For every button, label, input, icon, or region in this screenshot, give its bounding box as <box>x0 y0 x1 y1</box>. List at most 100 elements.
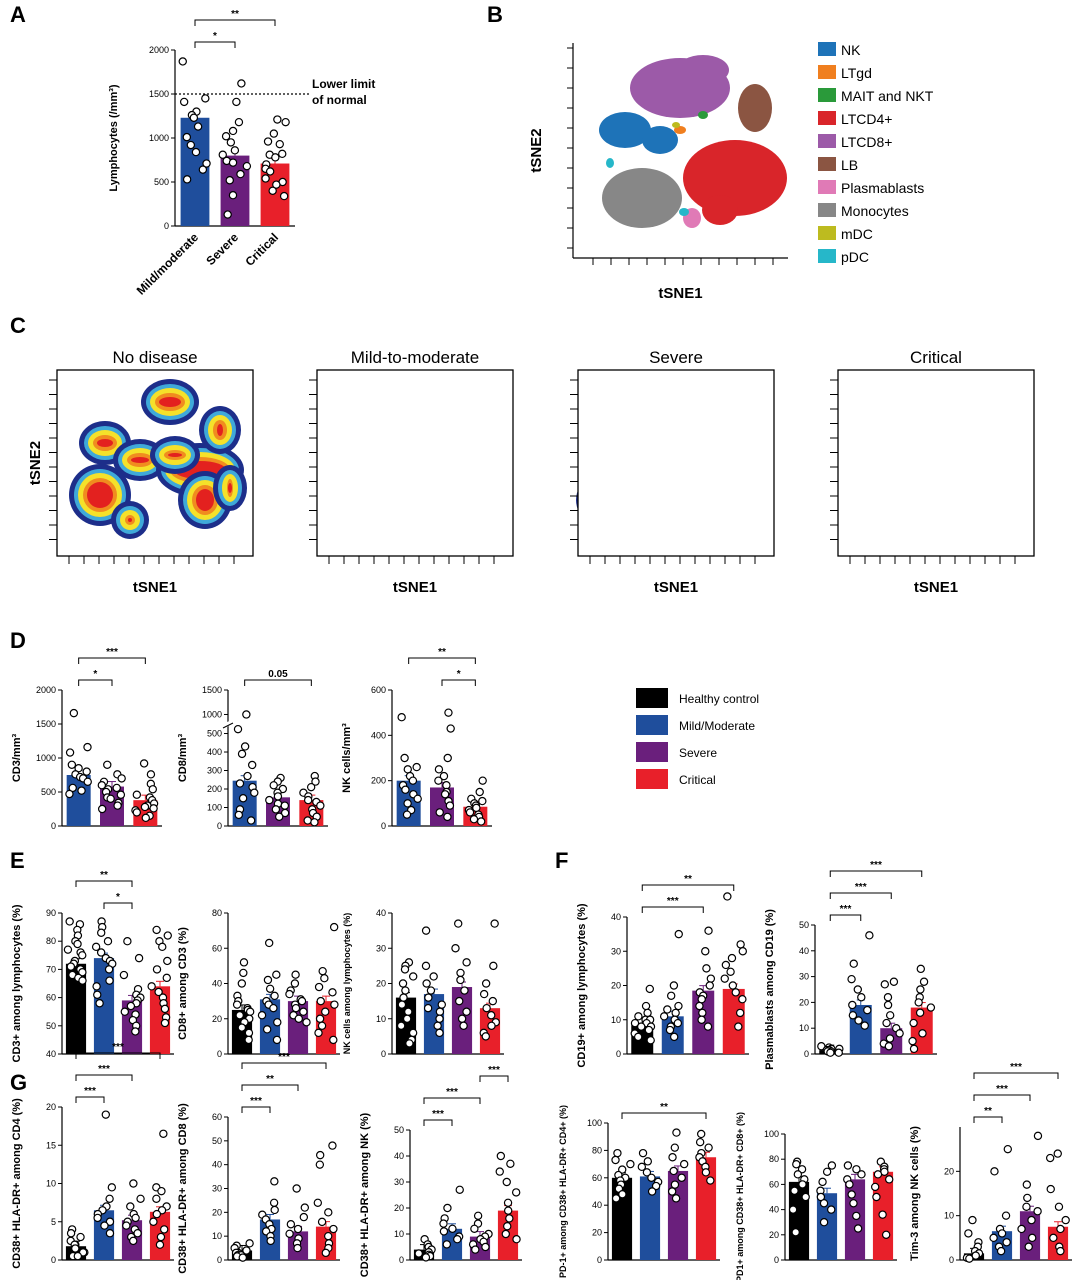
data-point <box>123 937 132 946</box>
data-point <box>909 1044 919 1054</box>
significance-label: *** <box>1010 1062 1022 1073</box>
data-point <box>618 1165 627 1174</box>
data-point <box>915 1008 925 1017</box>
data-point <box>705 981 714 990</box>
data-point <box>329 1035 338 1045</box>
data-point <box>149 804 158 813</box>
data-point <box>262 1025 272 1034</box>
data-point <box>105 1229 115 1238</box>
data-point <box>221 132 231 141</box>
significance-bracket <box>829 892 892 899</box>
data-point <box>329 922 339 932</box>
data-point <box>273 115 282 124</box>
cluster-nk <box>599 112 651 148</box>
data-point <box>845 1180 854 1189</box>
significance-bracket <box>75 1052 161 1059</box>
legend-label: Plasmablasts <box>841 180 924 196</box>
data-point <box>139 759 149 768</box>
data-point <box>65 917 74 926</box>
data-point <box>297 996 307 1006</box>
data-point <box>160 1004 170 1014</box>
data-point <box>706 1176 715 1185</box>
data-point <box>860 1021 869 1030</box>
legend-swatch-critical <box>636 769 668 789</box>
data-point <box>232 1000 242 1009</box>
y-tick-label: 200 <box>207 784 222 794</box>
data-point <box>191 147 201 157</box>
y-axis-title: CD38+ HLA-DR+ among CD8 (%) <box>177 1103 189 1274</box>
data-point <box>916 964 925 974</box>
y-tick-label: 10 <box>212 1231 222 1241</box>
data-point <box>964 1229 973 1238</box>
y-tick-label: 600 <box>371 685 386 695</box>
data-point <box>505 1214 514 1223</box>
data-point <box>234 117 244 127</box>
significance-bracket <box>641 906 704 913</box>
tsne-density-plots: No diseasetSNE1Mild-to-moderatetSNE1Seve… <box>27 348 1035 596</box>
y-tick-label: 20 <box>212 1207 222 1217</box>
tsne-cluster-legend: NK LTgd MAIT and NKT LTCD4+ LTCD8+ LB Plasmabl… <box>818 42 934 265</box>
data-point <box>292 1184 301 1193</box>
density-contour <box>168 453 182 457</box>
data-point <box>233 724 243 734</box>
data-point <box>397 713 406 722</box>
y-tick-label: 80 <box>212 908 222 918</box>
data-point <box>228 158 238 167</box>
data-point <box>437 1000 446 1009</box>
data-point <box>112 783 121 793</box>
data-point <box>186 140 196 150</box>
data-point <box>990 1167 999 1176</box>
data-point <box>291 1003 301 1013</box>
data-point <box>423 1003 433 1013</box>
data-point <box>669 1166 678 1176</box>
density-contour <box>217 424 223 436</box>
data-point <box>735 1008 745 1018</box>
data-point <box>637 1162 647 1172</box>
data-point <box>321 1007 330 1016</box>
group-legend: Healthy control Mild/Moderate Severe Critic… <box>636 688 759 789</box>
y-axis-title: NK cells/mm³ <box>341 723 353 793</box>
y-tick-label: 0 <box>217 821 222 831</box>
data-point <box>400 965 410 974</box>
significance-label: *** <box>250 1096 262 1107</box>
y-tick-label: 20 <box>46 1102 56 1112</box>
data-point <box>104 965 114 974</box>
density-plot-2: Severe tSNE1 <box>570 348 775 596</box>
cluster-mait-and-nkt <box>698 111 708 119</box>
data-point <box>147 982 156 991</box>
x-axis-title: tSNE1 <box>133 579 177 596</box>
y-axis-title: CD3+ among lymphocytes (%) <box>11 904 23 1062</box>
data-point <box>914 998 923 1007</box>
data-point <box>472 803 481 813</box>
data-point <box>399 993 408 1002</box>
data-point <box>269 1198 279 1208</box>
data-point <box>883 1000 893 1010</box>
data-point <box>734 1022 743 1031</box>
density-contour <box>159 397 181 407</box>
y-axis-title: PD1+ among CD38+ HLA-DR+ CD8+ (%) <box>735 1112 745 1280</box>
data-point <box>801 1192 810 1202</box>
data-point <box>634 1012 643 1021</box>
chart-g2: 0 10 20 30 40 50 60 CD38+ HLA-DR+ among CD8 (%)… <box>177 1052 340 1274</box>
significance-label: *** <box>446 1087 458 1098</box>
data-point <box>1045 1153 1055 1163</box>
legend-label: MAIT and NKT <box>841 88 934 104</box>
chart-a: 0 500 1000 1500 2000 Lymphocytes (/mm³) Mild/m… <box>108 9 375 298</box>
data-point <box>451 944 460 953</box>
y-tick-label: 50 <box>46 1021 56 1031</box>
data-point <box>117 774 126 783</box>
data-point <box>237 1023 247 1032</box>
legend-label: Mild/Moderate <box>679 719 755 733</box>
data-point <box>272 1035 282 1045</box>
data-point <box>67 760 77 770</box>
data-point <box>69 708 79 718</box>
y-tick-label: 0 <box>399 1255 404 1265</box>
data-point <box>626 1159 635 1169</box>
data-point <box>703 1022 713 1031</box>
significance-bracket <box>973 1116 1003 1123</box>
data-point <box>1024 1242 1033 1251</box>
y-tick-label: 20 <box>592 1228 602 1238</box>
significance-label: ** <box>100 870 108 881</box>
